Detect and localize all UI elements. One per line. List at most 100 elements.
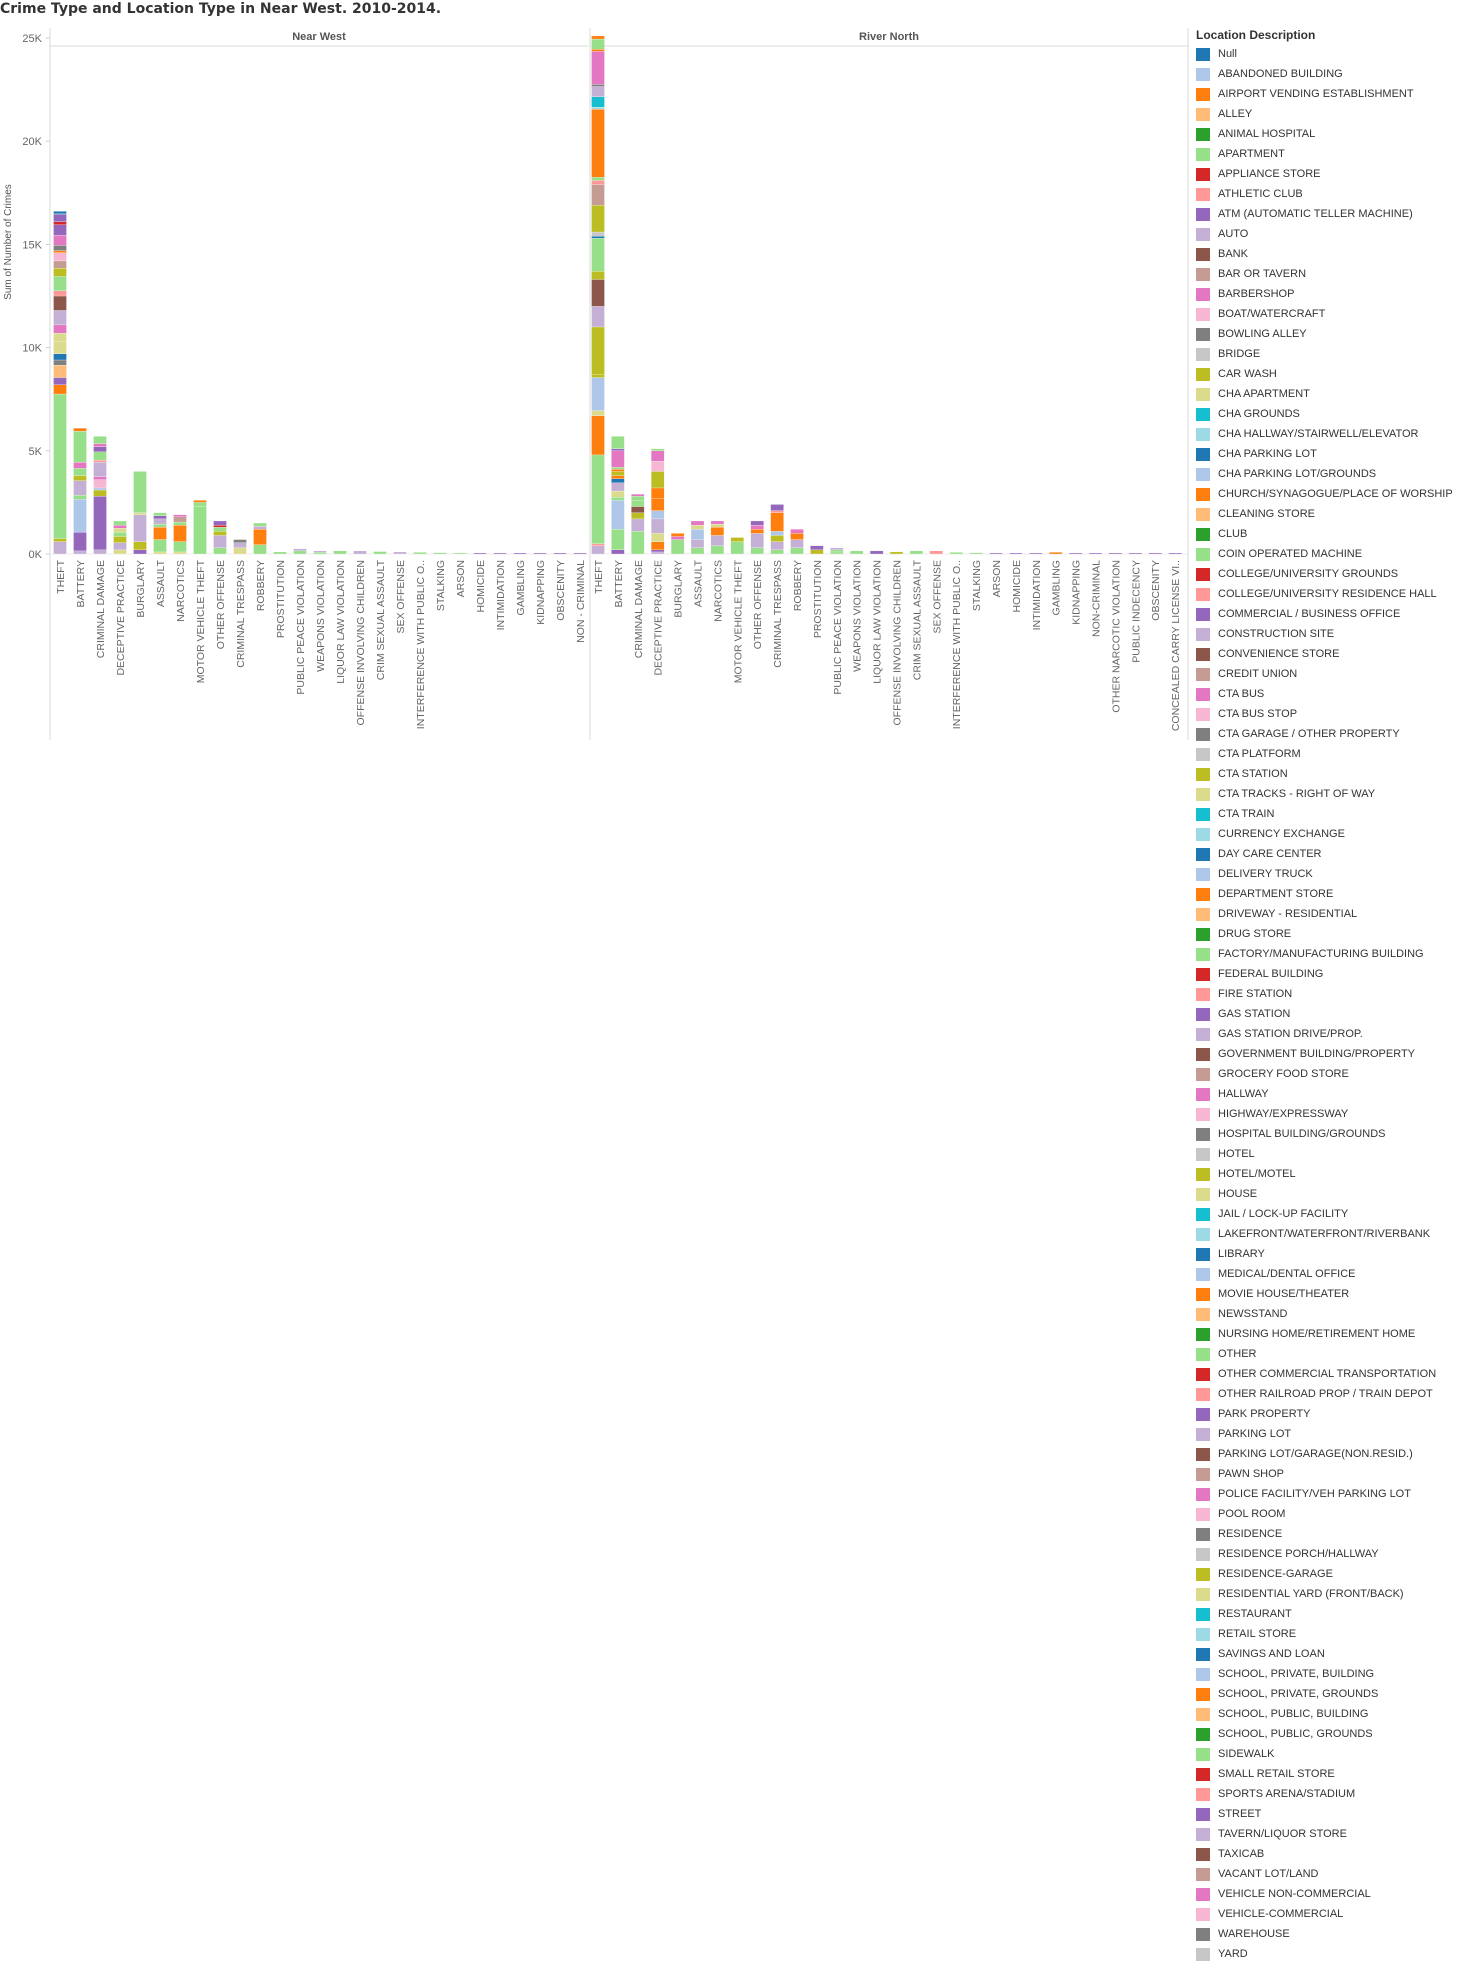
legend-item[interactable]: CTA STATION xyxy=(1196,764,1460,784)
legend-item[interactable]: PAWN SHOP xyxy=(1196,1464,1460,1484)
legend-item[interactable]: HALLWAY xyxy=(1196,1084,1460,1104)
legend-item[interactable]: DRUG STORE xyxy=(1196,924,1460,944)
legend-item[interactable]: AIRPORT VENDING ESTABLISHMENT xyxy=(1196,84,1460,104)
legend-item[interactable]: SPORTS ARENA/STADIUM xyxy=(1196,1784,1460,1804)
legend-item[interactable]: MEDICAL/DENTAL OFFICE xyxy=(1196,1264,1460,1284)
legend-item[interactable]: MOVIE HOUSE/THEATER xyxy=(1196,1284,1460,1304)
legend-item[interactable]: BOWLING ALLEY xyxy=(1196,324,1460,344)
legend-item[interactable]: ATM (AUTOMATIC TELLER MACHINE) xyxy=(1196,204,1460,224)
legend-item[interactable]: CLUB xyxy=(1196,524,1460,544)
legend-item[interactable]: TAVERN/LIQUOR STORE xyxy=(1196,1824,1460,1844)
legend-item[interactable]: LIBRARY xyxy=(1196,1244,1460,1264)
legend-item[interactable]: SCHOOL, PRIVATE, GROUNDS xyxy=(1196,1684,1460,1704)
legend-item[interactable]: OTHER RAILROAD PROP / TRAIN DEPOT xyxy=(1196,1384,1460,1404)
legend-item[interactable]: NEWSSTAND xyxy=(1196,1304,1460,1324)
legend-item[interactable]: CTA TRACKS - RIGHT OF WAY xyxy=(1196,784,1460,804)
legend-item[interactable]: PARK PROPERTY xyxy=(1196,1404,1460,1424)
legend-item[interactable]: CTA BUS xyxy=(1196,684,1460,704)
legend-item[interactable]: JAIL / LOCK-UP FACILITY xyxy=(1196,1204,1460,1224)
legend-item[interactable]: ABANDONED BUILDING xyxy=(1196,64,1460,84)
legend-item[interactable]: COLLEGE/UNIVERSITY RESIDENCE HALL xyxy=(1196,584,1460,604)
legend-item[interactable]: RESIDENCE xyxy=(1196,1524,1460,1544)
legend-item[interactable]: POOL ROOM xyxy=(1196,1504,1460,1524)
legend-item[interactable]: CHA PARKING LOT/GROUNDS xyxy=(1196,464,1460,484)
legend-item[interactable]: BAR OR TAVERN xyxy=(1196,264,1460,284)
legend-item[interactable]: RESIDENCE PORCH/HALLWAY xyxy=(1196,1544,1460,1564)
legend-item[interactable]: CHURCH/SYNAGOGUE/PLACE OF WORSHIP xyxy=(1196,484,1460,504)
legend-item[interactable]: SCHOOL, PUBLIC, BUILDING xyxy=(1196,1704,1460,1724)
legend-item[interactable]: PARKING LOT/GARAGE(NON.RESID.) xyxy=(1196,1444,1460,1464)
legend-item[interactable]: HOTEL xyxy=(1196,1144,1460,1164)
legend-item[interactable]: CHA GROUNDS xyxy=(1196,404,1460,424)
legend-item[interactable]: ATHLETIC CLUB xyxy=(1196,184,1460,204)
legend-item[interactable]: CTA BUS STOP xyxy=(1196,704,1460,724)
legend-item[interactable]: APPLIANCE STORE xyxy=(1196,164,1460,184)
legend-item[interactable]: YARD xyxy=(1196,1944,1460,1964)
legend-item[interactable]: SCHOOL, PUBLIC, GROUNDS xyxy=(1196,1724,1460,1744)
legend-item[interactable]: DAY CARE CENTER xyxy=(1196,844,1460,864)
legend-item[interactable]: CHA PARKING LOT xyxy=(1196,444,1460,464)
legend-item[interactable]: VACANT LOT/LAND xyxy=(1196,1864,1460,1884)
legend-item[interactable]: HOSPITAL BUILDING/GROUNDS xyxy=(1196,1124,1460,1144)
bar-segment xyxy=(173,524,187,542)
legend-item[interactable]: CHA APARTMENT xyxy=(1196,384,1460,404)
legend-item[interactable]: RESIDENTIAL YARD (FRONT/BACK) xyxy=(1196,1584,1460,1604)
legend-item[interactable]: CONVENIENCE STORE xyxy=(1196,644,1460,664)
legend-item[interactable]: DEPARTMENT STORE xyxy=(1196,884,1460,904)
legend-item[interactable]: GAS STATION xyxy=(1196,1004,1460,1024)
legend-item[interactable]: FIRE STATION xyxy=(1196,984,1460,1004)
legend-item[interactable]: STREET xyxy=(1196,1804,1460,1824)
legend-item[interactable]: FACTORY/MANUFACTURING BUILDING xyxy=(1196,944,1460,964)
legend-item[interactable]: DELIVERY TRUCK xyxy=(1196,864,1460,884)
legend-item[interactable]: COIN OPERATED MACHINE xyxy=(1196,544,1460,564)
legend-item[interactable]: CAR WASH xyxy=(1196,364,1460,384)
legend-item[interactable]: SIDEWALK xyxy=(1196,1744,1460,1764)
legend-item[interactable]: COMMERCIAL / BUSINESS OFFICE xyxy=(1196,604,1460,624)
legend-item[interactable]: APARTMENT xyxy=(1196,144,1460,164)
legend-item[interactable]: COLLEGE/UNIVERSITY GROUNDS xyxy=(1196,564,1460,584)
legend-swatch xyxy=(1196,1887,1210,1901)
legend-item[interactable]: CLEANING STORE xyxy=(1196,504,1460,524)
legend-item[interactable]: POLICE FACILITY/VEH PARKING LOT xyxy=(1196,1484,1460,1504)
legend-item[interactable]: SMALL RETAIL STORE xyxy=(1196,1764,1460,1784)
legend-item[interactable]: GROCERY FOOD STORE xyxy=(1196,1064,1460,1084)
legend-item[interactable]: OTHER COMMERCIAL TRANSPORTATION xyxy=(1196,1364,1460,1384)
legend-item[interactable]: CONSTRUCTION SITE xyxy=(1196,624,1460,644)
legend-item[interactable]: PARKING LOT xyxy=(1196,1424,1460,1444)
legend-item[interactable]: HIGHWAY/EXPRESSWAY xyxy=(1196,1104,1460,1124)
x-tick-label: ROBBERY xyxy=(255,560,267,611)
legend-item[interactable]: CREDIT UNION xyxy=(1196,664,1460,684)
legend-item[interactable]: Null xyxy=(1196,44,1460,64)
legend-item[interactable]: RESIDENCE-GARAGE xyxy=(1196,1564,1460,1584)
legend-item[interactable]: VEHICLE NON-COMMERCIAL xyxy=(1196,1884,1460,1904)
legend-item[interactable]: CHA HALLWAY/STAIRWELL/ELEVATOR xyxy=(1196,424,1460,444)
legend-item[interactable]: RESTAURANT xyxy=(1196,1604,1460,1624)
legend-item[interactable]: BANK xyxy=(1196,244,1460,264)
legend-item[interactable]: SAVINGS AND LOAN xyxy=(1196,1644,1460,1664)
legend-item[interactable]: GOVERNMENT BUILDING/PROPERTY xyxy=(1196,1044,1460,1064)
legend-item[interactable]: GAS STATION DRIVE/PROP. xyxy=(1196,1024,1460,1044)
legend-item[interactable]: BRIDGE xyxy=(1196,344,1460,364)
legend-item[interactable]: BARBERSHOP xyxy=(1196,284,1460,304)
legend-item[interactable]: HOUSE xyxy=(1196,1184,1460,1204)
legend-label: CTA TRACKS - RIGHT OF WAY xyxy=(1218,788,1376,800)
legend-item[interactable]: CTA TRAIN xyxy=(1196,804,1460,824)
legend-item[interactable]: CTA PLATFORM xyxy=(1196,744,1460,764)
legend-item[interactable]: HOTEL/MOTEL xyxy=(1196,1164,1460,1184)
legend-item[interactable]: RETAIL STORE xyxy=(1196,1624,1460,1644)
legend-item[interactable]: TAXICAB xyxy=(1196,1844,1460,1864)
legend-item[interactable]: BOAT/WATERCRAFT xyxy=(1196,304,1460,324)
legend-item[interactable]: DRIVEWAY - RESIDENTIAL xyxy=(1196,904,1460,924)
legend-item[interactable]: NURSING HOME/RETIREMENT HOME xyxy=(1196,1324,1460,1344)
legend-item[interactable]: FEDERAL BUILDING xyxy=(1196,964,1460,984)
legend-item[interactable]: CURRENCY EXCHANGE xyxy=(1196,824,1460,844)
legend-item[interactable]: VEHICLE-COMMERCIAL xyxy=(1196,1904,1460,1924)
legend-item[interactable]: WAREHOUSE xyxy=(1196,1924,1460,1944)
legend-item[interactable]: ANIMAL HOSPITAL xyxy=(1196,124,1460,144)
legend-item[interactable]: SCHOOL, PRIVATE, BUILDING xyxy=(1196,1664,1460,1684)
legend-item[interactable]: AUTO xyxy=(1196,224,1460,244)
legend-item[interactable]: CTA GARAGE / OTHER PROPERTY xyxy=(1196,724,1460,744)
legend-item[interactable]: ALLEY xyxy=(1196,104,1460,124)
legend-item[interactable]: OTHER xyxy=(1196,1344,1460,1364)
legend-item[interactable]: LAKEFRONT/WATERFRONT/RIVERBANK xyxy=(1196,1224,1460,1244)
